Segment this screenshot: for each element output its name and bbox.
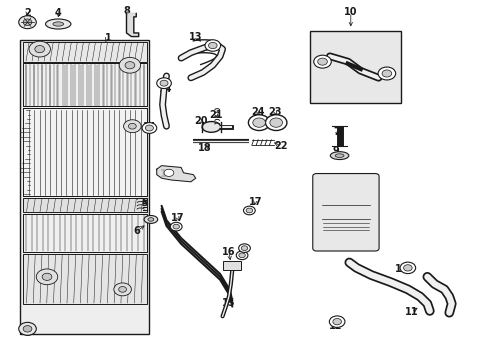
Circle shape [399, 262, 415, 274]
Bar [22, 42, 147, 62]
Ellipse shape [334, 154, 343, 157]
Text: 7: 7 [333, 127, 340, 137]
Text: 20: 20 [193, 116, 207, 126]
Text: 17: 17 [248, 197, 262, 207]
Bar [22, 253, 147, 304]
Circle shape [403, 265, 411, 271]
Text: 24: 24 [251, 107, 264, 117]
Text: 14: 14 [159, 84, 172, 94]
Circle shape [35, 45, 44, 53]
Text: 9: 9 [332, 146, 338, 156]
Text: 19: 19 [160, 168, 173, 179]
Bar [310, 31, 400, 103]
Circle shape [238, 244, 250, 252]
Circle shape [252, 118, 265, 127]
Circle shape [125, 62, 135, 69]
Circle shape [19, 322, 36, 335]
Circle shape [23, 325, 32, 332]
Circle shape [114, 283, 131, 296]
Text: 8: 8 [123, 6, 130, 16]
Bar [22, 198, 147, 212]
Ellipse shape [148, 218, 154, 221]
Circle shape [36, 269, 58, 285]
Circle shape [241, 246, 247, 251]
Circle shape [238, 253, 245, 258]
Text: 23: 23 [268, 107, 282, 117]
Circle shape [123, 120, 141, 133]
Circle shape [157, 78, 171, 89]
Circle shape [23, 19, 32, 26]
FancyBboxPatch shape [312, 174, 378, 251]
Bar [20, 40, 149, 334]
Circle shape [42, 273, 52, 280]
Ellipse shape [202, 122, 220, 132]
Ellipse shape [330, 152, 348, 159]
Ellipse shape [45, 19, 71, 29]
Circle shape [119, 57, 141, 73]
Circle shape [329, 316, 344, 327]
Text: 1: 1 [104, 33, 111, 43]
Circle shape [142, 123, 157, 134]
Circle shape [29, 41, 50, 57]
Polygon shape [126, 13, 139, 37]
Circle shape [245, 208, 252, 213]
Circle shape [243, 206, 255, 215]
Circle shape [128, 123, 136, 129]
Circle shape [119, 287, 126, 292]
Circle shape [19, 16, 36, 29]
Polygon shape [157, 166, 195, 182]
Circle shape [377, 67, 395, 80]
Bar [22, 214, 147, 252]
Circle shape [381, 70, 391, 77]
Text: 5: 5 [141, 198, 147, 208]
Text: 13: 13 [188, 32, 202, 41]
Text: 18: 18 [197, 143, 211, 153]
Circle shape [332, 319, 341, 325]
Text: 22: 22 [274, 141, 287, 151]
Text: 11: 11 [404, 307, 417, 317]
Text: 4: 4 [55, 8, 61, 18]
Text: 17: 17 [171, 213, 184, 222]
Ellipse shape [144, 216, 158, 224]
Circle shape [160, 80, 168, 86]
Text: 21: 21 [209, 110, 223, 120]
Bar [22, 63, 147, 107]
Circle shape [313, 55, 330, 68]
Circle shape [236, 251, 247, 260]
Text: 3: 3 [24, 328, 31, 338]
Text: 15: 15 [221, 298, 235, 308]
Bar [22, 108, 147, 196]
Bar [222, 261, 241, 270]
Text: 10: 10 [344, 7, 357, 17]
Ellipse shape [53, 22, 63, 26]
Circle shape [204, 40, 220, 51]
Text: 2: 2 [24, 8, 31, 18]
Text: 14: 14 [142, 122, 156, 132]
Text: 6: 6 [134, 226, 141, 236]
Circle shape [170, 222, 182, 231]
Circle shape [317, 58, 326, 65]
Text: 16: 16 [222, 247, 235, 257]
Text: 12: 12 [394, 264, 407, 274]
Circle shape [265, 115, 286, 131]
Circle shape [248, 115, 269, 131]
Circle shape [163, 169, 173, 176]
Circle shape [208, 42, 217, 49]
Circle shape [173, 224, 179, 229]
Circle shape [145, 125, 153, 131]
Text: 12: 12 [329, 321, 342, 331]
Circle shape [269, 118, 282, 127]
